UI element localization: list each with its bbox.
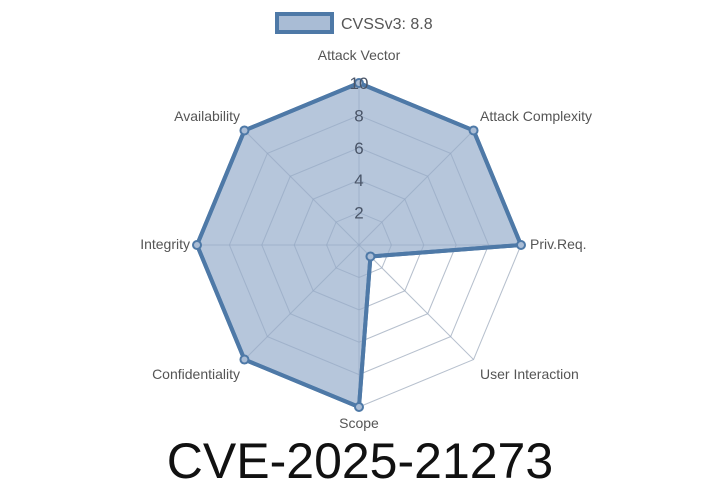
- grid-spoke-overlay: [358, 130, 474, 246]
- axis-label: Scope: [339, 415, 379, 431]
- data-point: [354, 402, 364, 412]
- tick-label: 4: [354, 171, 363, 190]
- data-point: [468, 125, 479, 136]
- data-point: [516, 240, 526, 250]
- grid-spoke-overlay: [244, 244, 360, 360]
- axis-label: Integrity: [140, 236, 190, 252]
- axis-label: User Interaction: [480, 366, 579, 382]
- axis-label: Confidentiality: [152, 366, 240, 382]
- axis-label: Availability: [174, 108, 240, 124]
- data-point: [365, 251, 376, 262]
- tick-label: 10: [350, 74, 369, 93]
- legend-swatch: [275, 12, 334, 34]
- tick-label: 8: [354, 106, 363, 125]
- axis-label: Priv.Req.: [530, 236, 587, 252]
- axis-label: Attack Complexity: [480, 108, 592, 124]
- tick-label: 6: [354, 139, 363, 158]
- legend-label: CVSSv3: 8.8: [341, 16, 433, 33]
- data-point: [239, 354, 250, 365]
- grid-spoke-overlay: [358, 244, 474, 360]
- chart-title: CVE-2025-21273: [166, 433, 554, 489]
- axis-label: Attack Vector: [318, 47, 401, 63]
- data-point: [239, 125, 250, 136]
- data-point: [354, 78, 364, 88]
- data-point: [192, 240, 202, 250]
- grid-spoke-overlay: [244, 130, 360, 246]
- tick-label: 2: [354, 204, 363, 223]
